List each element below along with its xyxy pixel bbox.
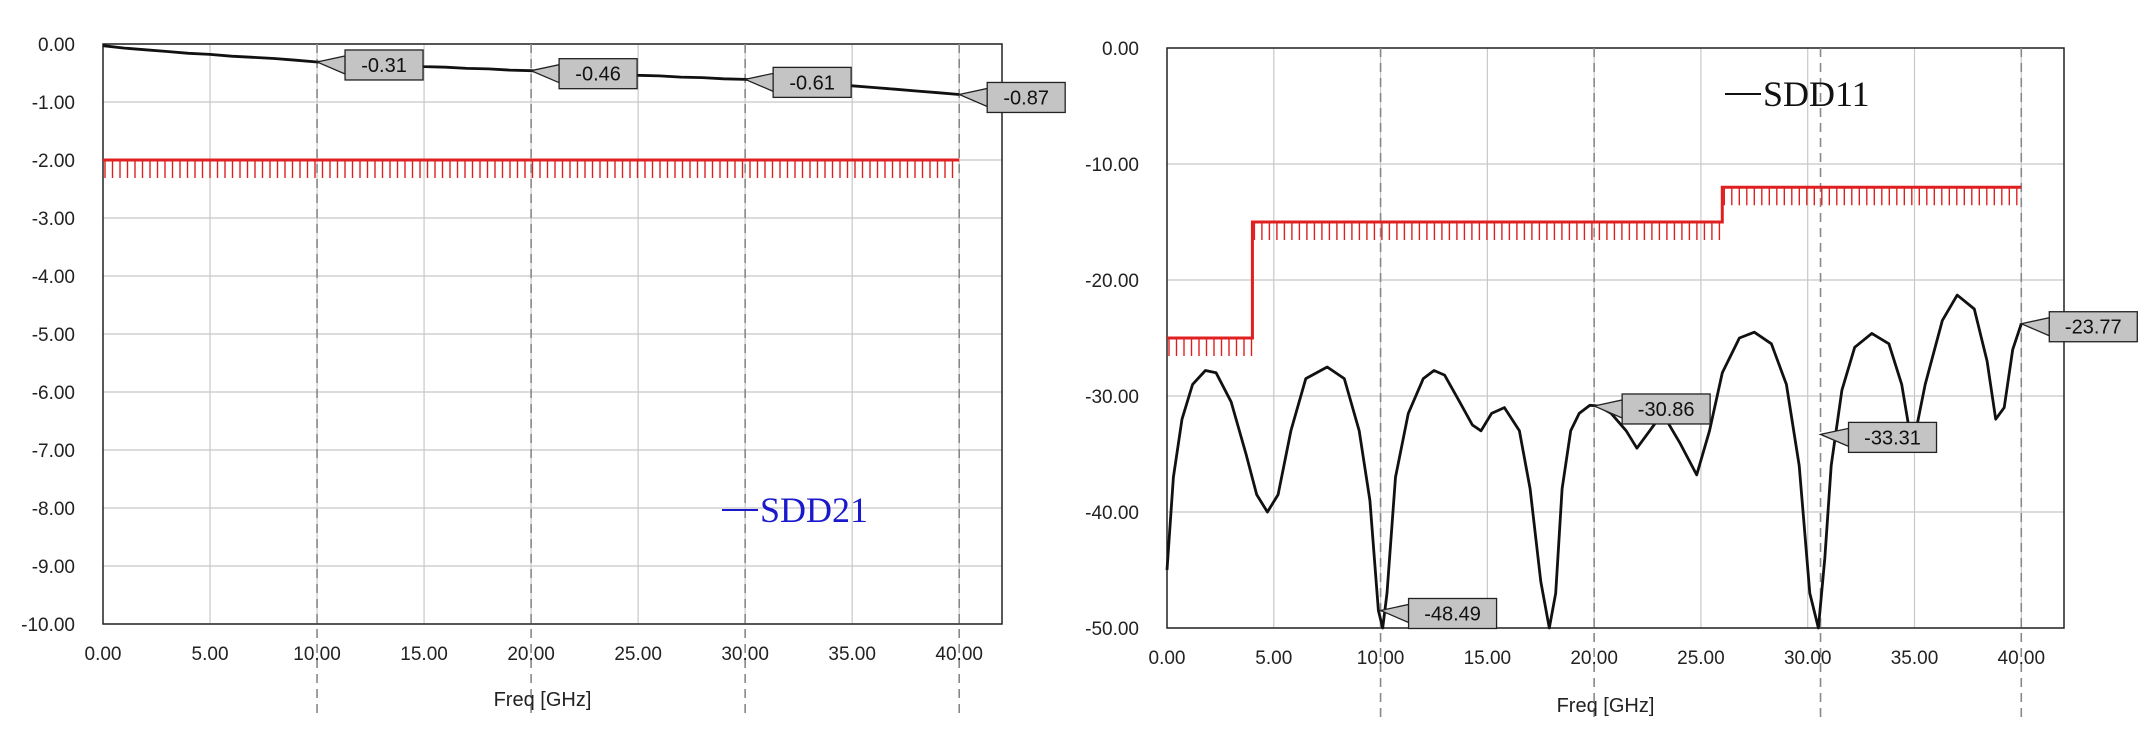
marker-callout: -23.77: [2019, 311, 2138, 343]
x-tick-label: 10.00: [1357, 648, 1405, 669]
marker-box: [558, 58, 638, 90]
y-tick-label: -50.00: [1085, 619, 1139, 640]
x-tick-label: 5.00: [1255, 648, 1292, 669]
marker-box: [1621, 393, 1711, 425]
marker-label: -0.61: [789, 72, 835, 94]
y-tick-label: -8.00: [32, 499, 75, 520]
chart-panel-2: 0.00 5.00 10.00 15.00 20.00 25.00 30.00 35.00 40…: [1085, 39, 2138, 720]
series-line-sdd11: [1165, 293, 2023, 630]
marker-label: -30.86: [1638, 399, 1695, 421]
y-tick-label: -7.00: [32, 441, 75, 462]
y-tick-label: -4.00: [32, 267, 75, 288]
marker-label: -0.87: [1003, 87, 1049, 109]
y-tick-label: -5.00: [32, 325, 75, 346]
x-tick-label: 0.00: [1149, 648, 1186, 669]
x-tick-label: 20.00: [1570, 648, 1618, 669]
marker-label: -48.49: [1424, 603, 1481, 625]
x-tick-label: 25.00: [614, 644, 662, 665]
marker-callout: -0.87: [957, 81, 1066, 114]
marker-label: -0.46: [575, 64, 621, 86]
legend-label: SDD21: [760, 490, 868, 530]
marker-pointer: [314, 55, 346, 75]
marker-callout: -33.31: [1818, 421, 1938, 454]
marker-box: [2048, 311, 2138, 343]
y-tick-label: -9.00: [32, 557, 75, 578]
marker-pointer: [1592, 399, 1623, 419]
x-tick-label: 15.00: [1464, 648, 1512, 669]
marker-box: [986, 81, 1066, 114]
y-tick-label: -3.00: [32, 209, 75, 230]
plot-frame: [102, 43, 1003, 625]
marker-box: [1407, 597, 1498, 630]
marker-callout: -0.46: [528, 58, 638, 90]
y-tick-label: -10.00: [1085, 155, 1139, 176]
marker-callout: -30.86: [1592, 393, 1711, 425]
x-tick-label: 10.00: [293, 644, 341, 665]
marker-pointer: [2019, 316, 2050, 337]
marker-pointer: [528, 63, 560, 84]
y-tick-label: -2.00: [32, 151, 75, 172]
y-tick-label: -40.00: [1085, 503, 1139, 524]
marker-box: [1847, 421, 1938, 454]
y-tick-label: 0.00: [38, 35, 75, 56]
y-tick-label: -20.00: [1085, 271, 1139, 292]
marker-label: -23.77: [2065, 317, 2122, 339]
limit-hatch: [1168, 338, 1253, 356]
x-tick-label: 35.00: [828, 644, 876, 665]
y-tick-label: -30.00: [1085, 387, 1139, 408]
marker-callout: -48.49: [1378, 597, 1498, 630]
marker-box: [344, 49, 424, 81]
marker-pointer: [743, 72, 774, 93]
marker-pointer: [957, 87, 988, 108]
legend: SDD21: [722, 490, 868, 530]
marker-callout: -0.31: [314, 49, 424, 81]
x-tick-label: 15.00: [400, 644, 448, 665]
x-tick-label: 40.00: [1998, 648, 2046, 669]
legend: SDD11: [1725, 74, 1870, 114]
limit-hatch: [1253, 222, 1721, 240]
x-tick-label: 30.00: [1784, 648, 1832, 669]
x-tick-label: 0.00: [85, 644, 122, 665]
x-axis-title: Freq [GHz]: [1557, 695, 1655, 717]
x-tick-label: 35.00: [1891, 648, 1939, 669]
x-tick-label: 20.00: [507, 644, 555, 665]
limit-hatch: [104, 160, 954, 178]
y-tick-label: -1.00: [32, 93, 75, 114]
marker-label: -0.31: [361, 55, 407, 77]
y-tick-label: 0.00: [1102, 39, 1139, 60]
x-tick-label: 25.00: [1677, 648, 1725, 669]
marker-box: [772, 66, 852, 99]
plot-frame: [1166, 47, 2065, 629]
x-axis-title: Freq [GHz]: [494, 689, 592, 711]
limit-hatch: [1723, 187, 2018, 206]
x-tick-label: 5.00: [192, 644, 229, 665]
x-tick-label: 40.00: [935, 644, 983, 665]
legend-label: SDD11: [1763, 74, 1870, 114]
marker-label: -33.31: [1864, 427, 1921, 449]
chart-panel-1: 0.00 5.00 10.00 15.00 20.00 25.00 30.00 35.00 40…: [21, 35, 1066, 716]
marker-callout: -0.61: [743, 66, 852, 99]
x-tick-label: 30.00: [721, 644, 769, 665]
y-tick-label: -6.00: [32, 383, 75, 404]
y-tick-label: -10.00: [21, 615, 75, 636]
